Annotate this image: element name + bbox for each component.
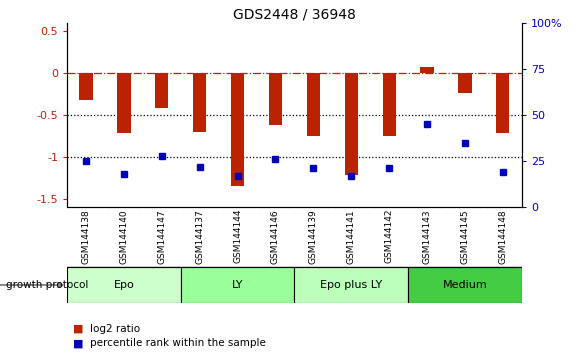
Text: Epo plus LY: Epo plus LY (320, 280, 382, 290)
Text: GSM144143: GSM144143 (423, 209, 431, 263)
Text: GSM144140: GSM144140 (120, 209, 128, 263)
Bar (79, 73, 93, 100)
Bar (269, 73, 282, 125)
Bar (117, 73, 131, 133)
Text: GSM144137: GSM144137 (195, 209, 204, 264)
Text: GSM144141: GSM144141 (347, 209, 356, 263)
Bar (307, 73, 320, 136)
Bar (181, 267, 294, 303)
Text: GSM144145: GSM144145 (461, 209, 469, 263)
Bar (345, 73, 358, 175)
Text: GSM144138: GSM144138 (82, 209, 90, 264)
Bar (155, 73, 168, 108)
Text: LY: LY (232, 280, 243, 290)
Text: Medium: Medium (442, 280, 487, 290)
Text: GSM144147: GSM144147 (157, 209, 166, 263)
Bar (231, 73, 244, 186)
Text: GSM144148: GSM144148 (498, 209, 507, 263)
Bar (420, 67, 434, 73)
Text: GSM144139: GSM144139 (309, 209, 318, 264)
Bar (382, 73, 396, 136)
Bar (458, 73, 472, 93)
Bar (408, 267, 522, 303)
Title: GDS2448 / 36948: GDS2448 / 36948 (233, 8, 356, 22)
Bar (294, 267, 408, 303)
Text: ■: ■ (73, 338, 83, 348)
Text: log2 ratio: log2 ratio (90, 324, 141, 333)
Text: GSM144146: GSM144146 (271, 209, 280, 263)
Text: GSM144142: GSM144142 (385, 209, 394, 263)
Text: Epo: Epo (114, 280, 134, 290)
Text: GSM144144: GSM144144 (233, 209, 242, 263)
Text: ■: ■ (73, 324, 83, 333)
Bar (193, 73, 206, 132)
Bar (496, 73, 510, 133)
Text: growth protocol: growth protocol (6, 280, 88, 290)
Bar (67, 267, 181, 303)
Text: percentile rank within the sample: percentile rank within the sample (90, 338, 266, 348)
